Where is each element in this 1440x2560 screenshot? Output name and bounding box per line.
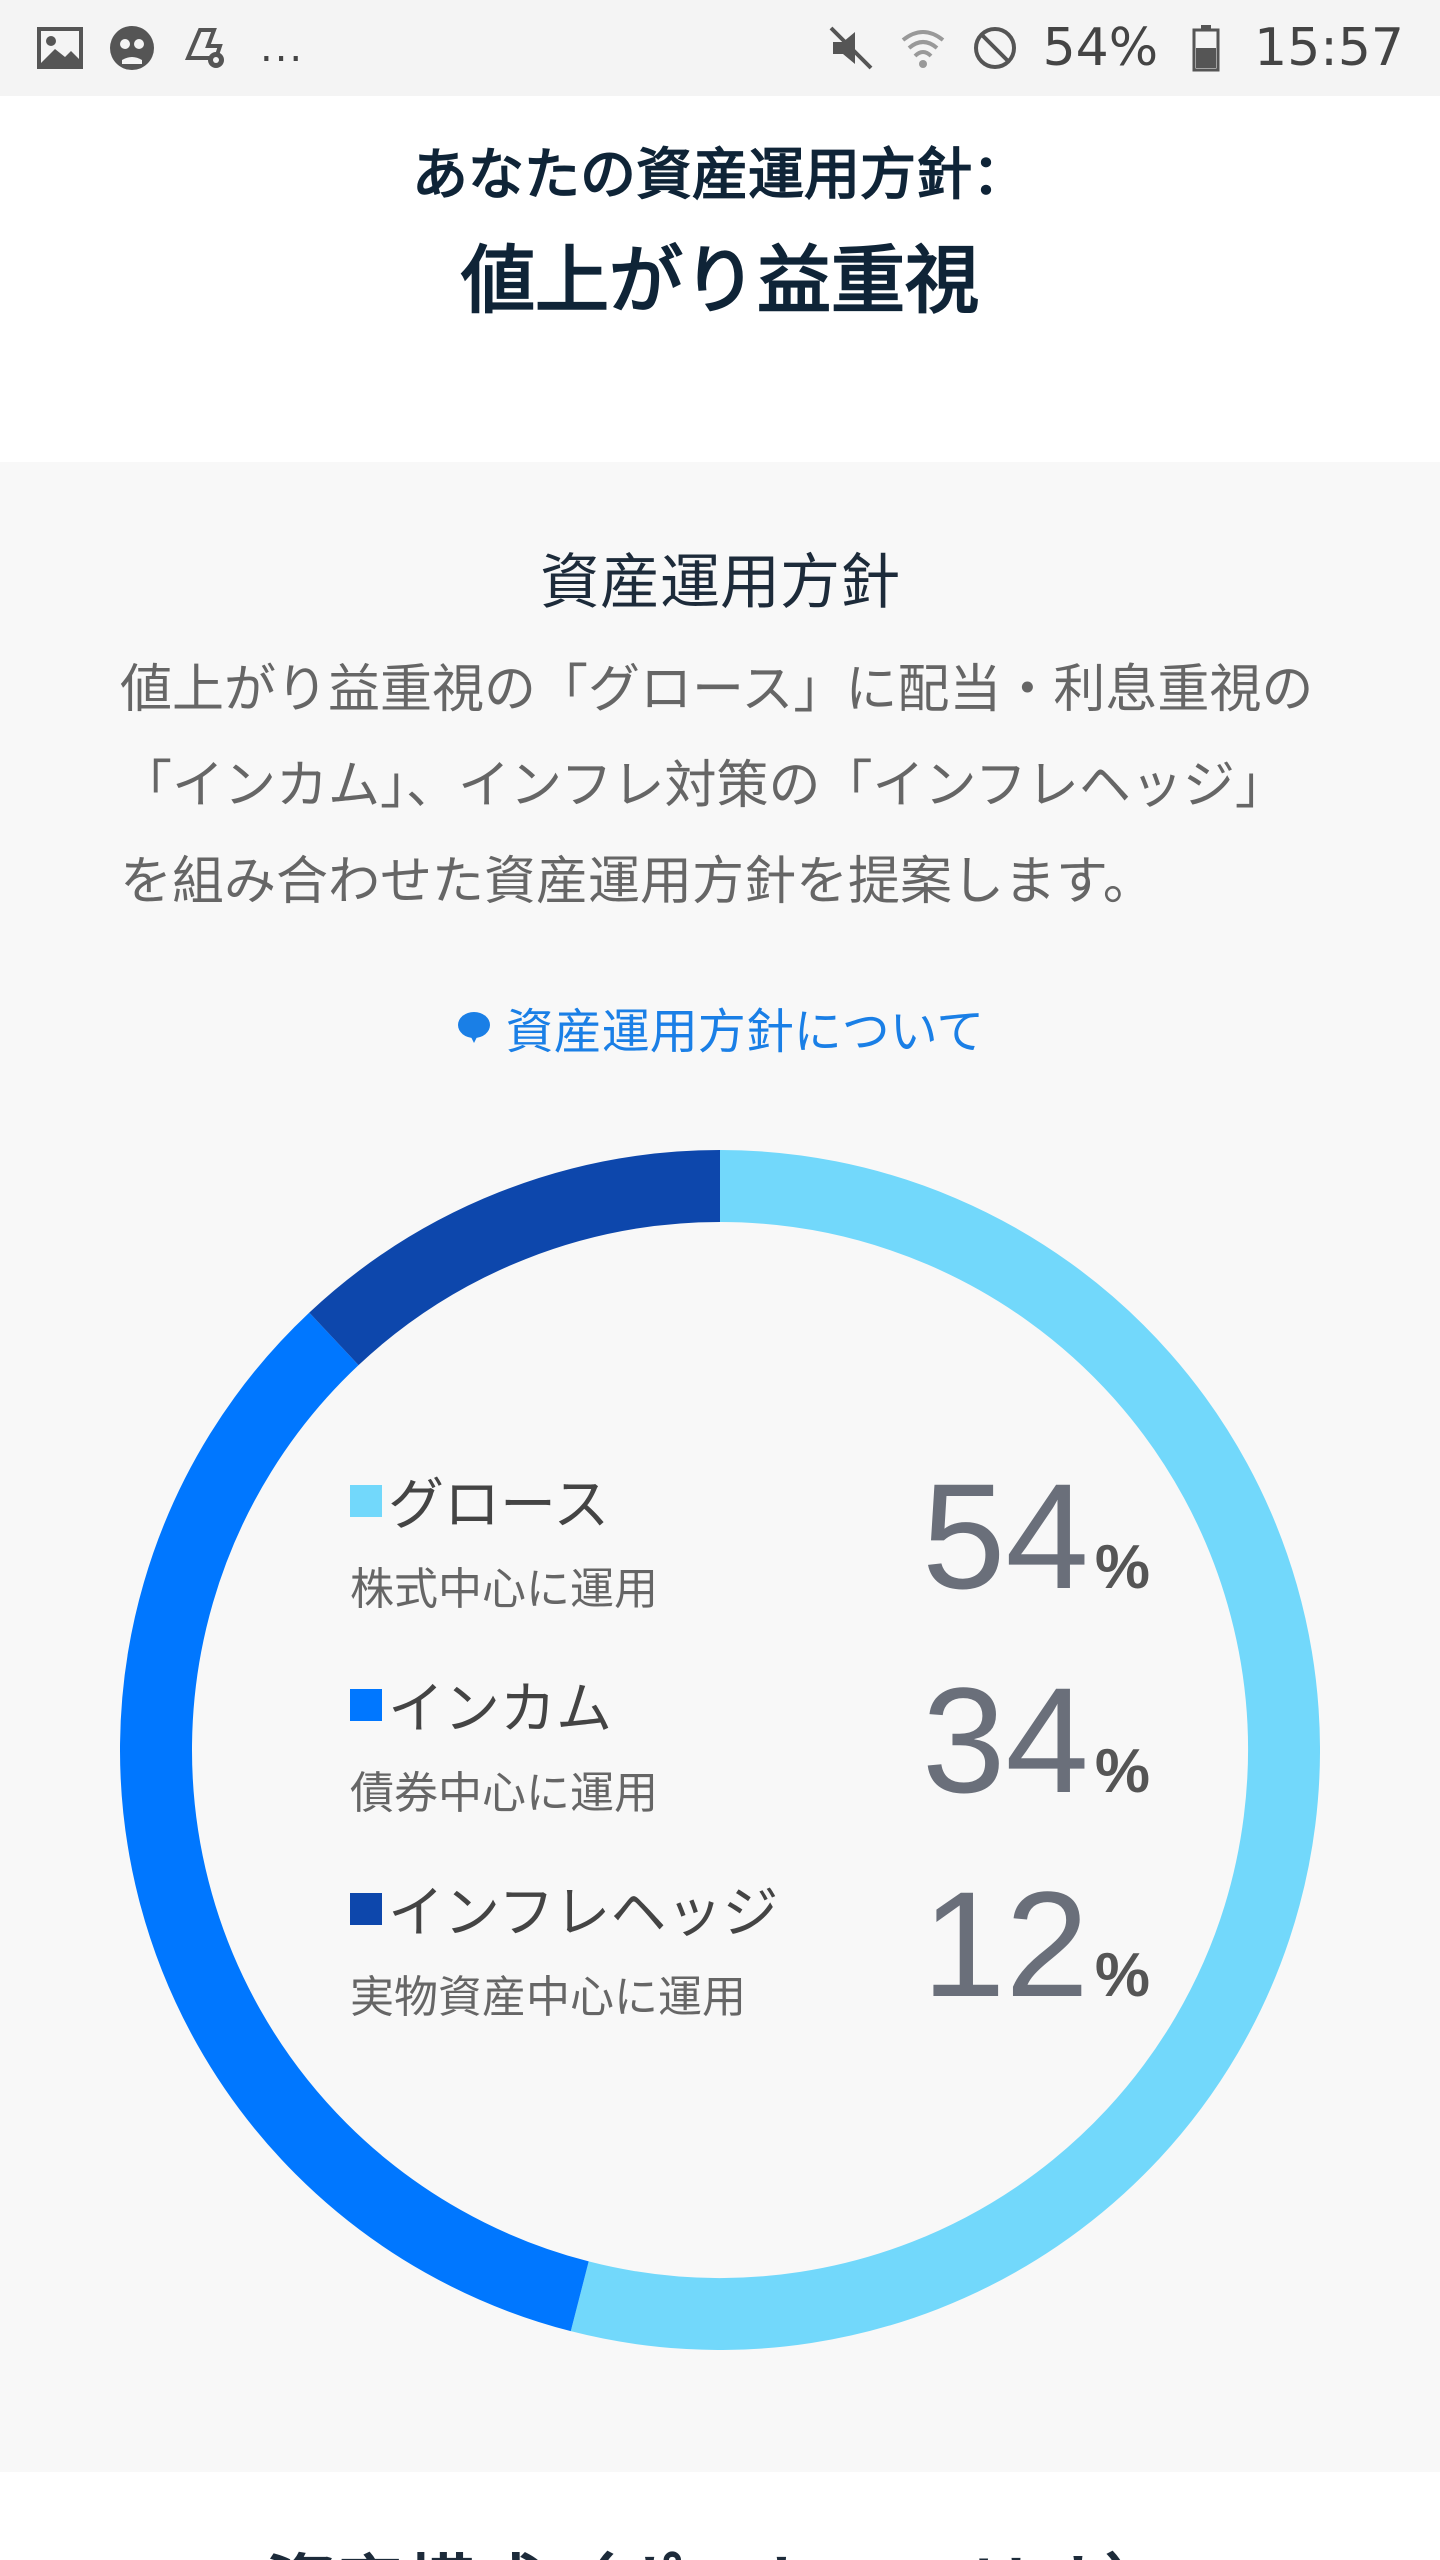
legend-name: インカム [350,1664,1150,1745]
legend-percent-value: 54 [922,1452,1089,1620]
status-overflow: ... [260,25,305,71]
next-section: 資産構成（ポートフォリオ） [0,2472,1440,2560]
legend-percent-unit: % [1094,1533,1150,1602]
status-left: ... [36,24,304,72]
settings-app-icon [180,24,228,72]
about-policy-link[interactable]: 資産運用方針について [0,992,1440,1062]
battery-percent: 54% [1042,18,1159,78]
legend-description: 債券中心に運用 [350,1768,658,1819]
legend-swatch [350,1484,382,1517]
speech-bubble-icon [457,1012,490,1043]
panel-description: 値上がり益重視の「グロース」に配当・利息重視の「インカム」、インフレ対策の「イン… [120,660,1314,912]
legend-percent-unit: % [1094,1737,1150,1806]
donut-segment-1 [570,1150,1320,2350]
status-bar: ... 54% 15:57 [0,0,1440,96]
legend-label: インカム [388,1677,612,1742]
legend-percent-unit: % [1094,1941,1150,2010]
battery-icon [1182,24,1230,72]
legend-name: グロース [350,1460,1150,1541]
legend-swatch [350,1892,382,1925]
clock: 15:57 [1254,18,1404,78]
policy-value: 値上がり益重視 [461,238,979,324]
legend-percent-value: 34 [922,1656,1089,1824]
legend-description: 実物資産中心に運用 [350,1972,746,2023]
mute-icon [827,24,875,72]
about-policy-label: 資産運用方針について [505,1004,985,1060]
legend-item: グロース 株式中心に運用 54% [350,1452,1150,1620]
panel-title: 資産運用方針 [540,548,900,618]
legend-item: インカム 債券中心に運用 34% [350,1656,1150,1824]
legend-percent-value: 12 [922,1860,1089,2028]
allocation-donut-chart [120,1150,1320,2350]
legend-label: グロース [388,1473,610,1538]
legend-percent: 12% [922,1858,1150,2031]
legend-percent: 54% [922,1450,1150,1623]
legend-swatch [350,1688,382,1721]
legend-item: インフレヘッジ 実物資産中心に運用 12% [350,1860,1150,2028]
donut-arcs [120,1150,1320,2350]
policy-label: あなたの資産運用方針： [412,143,1028,208]
legend-percent: 34% [922,1654,1150,1827]
next-section-title: 資産構成（ポートフォリオ） [0,2532,1440,2560]
no-disturb-icon [971,24,1019,72]
legend-description: 株式中心に運用 [350,1564,658,1615]
legend-name: インフレヘッジ [350,1868,1150,1949]
gallery-icon [36,24,84,72]
legend-label: インフレヘッジ [388,1881,779,1946]
status-right: 54% 15:57 [827,18,1404,78]
donut-segment-2 [120,1312,589,2332]
donut-segment-3 [309,1150,721,1366]
owl-icon [108,24,156,72]
policy-header: あなたの資産運用方針： 値上がり益重視 [0,96,1440,462]
wifi-icon [899,24,947,72]
allocation-panel: 資産運用方針 値上がり益重視の「グロース」に配当・利息重視の「インカム」、インフ… [0,462,1440,2472]
